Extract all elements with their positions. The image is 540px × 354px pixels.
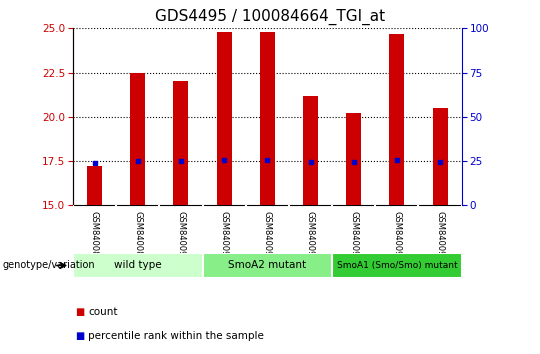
Text: GSM840093: GSM840093 [306,211,315,262]
Text: SmoA2 mutant: SmoA2 mutant [228,261,306,270]
Bar [260,32,275,205]
Text: GSM840089: GSM840089 [133,211,142,262]
Bar [130,73,145,205]
Bar [303,96,318,205]
Text: ■: ■ [76,307,85,316]
Text: wild type: wild type [114,261,161,270]
Bar [332,253,462,278]
Bar [87,166,102,205]
Text: GSM840088: GSM840088 [90,211,99,262]
Text: ■: ■ [76,331,85,341]
Bar [389,34,404,205]
Bar [202,253,332,278]
Text: GSM840090: GSM840090 [177,211,185,262]
Text: GSM840092: GSM840092 [263,211,272,262]
Text: count: count [88,307,118,316]
Text: genotype/variation: genotype/variation [3,261,96,270]
Bar [217,32,232,205]
Text: SmoA1 (Smo/Smo) mutant: SmoA1 (Smo/Smo) mutant [336,261,457,270]
Text: GSM840096: GSM840096 [436,211,444,262]
Bar [173,81,188,205]
Text: GSM840094: GSM840094 [349,211,358,262]
Text: percentile rank within the sample: percentile rank within the sample [88,331,264,341]
Text: GSM840091: GSM840091 [220,211,228,262]
Text: GDS4495 / 100084664_TGI_at: GDS4495 / 100084664_TGI_at [155,9,385,25]
Bar [346,113,361,205]
Text: GSM840095: GSM840095 [393,211,401,262]
Bar [73,253,202,278]
Bar [433,108,448,205]
